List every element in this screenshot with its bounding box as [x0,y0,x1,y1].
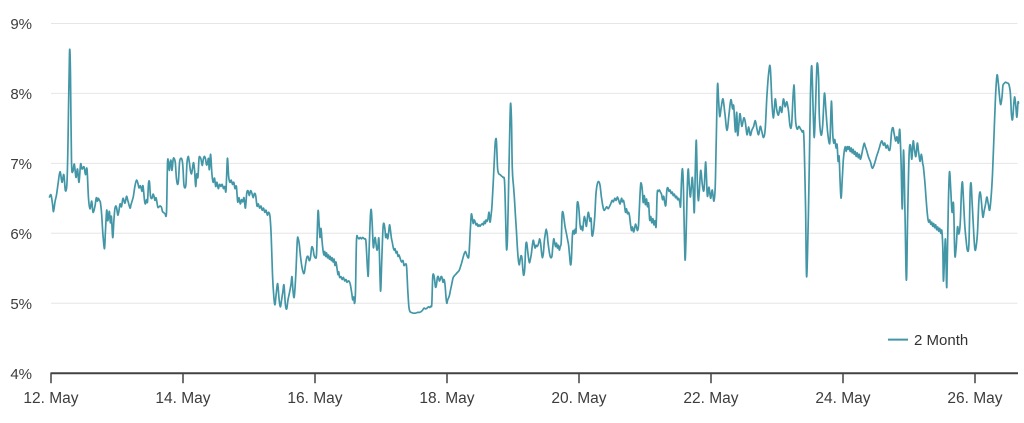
svg-text:18. May: 18. May [419,390,474,407]
svg-text:9%: 9% [10,16,32,33]
svg-text:2 Month: 2 Month [914,332,968,349]
svg-text:5%: 5% [10,296,32,313]
svg-text:6%: 6% [10,226,32,243]
svg-text:8%: 8% [10,86,32,103]
svg-text:16. May: 16. May [287,390,342,407]
svg-text:20. May: 20. May [551,390,606,407]
svg-text:14. May: 14. May [155,390,210,407]
svg-text:26. May: 26. May [947,390,1002,407]
svg-text:12. May: 12. May [23,390,78,407]
svg-text:4%: 4% [10,366,32,383]
svg-text:24. May: 24. May [815,390,870,407]
svg-text:7%: 7% [10,156,32,173]
svg-text:22. May: 22. May [683,390,738,407]
